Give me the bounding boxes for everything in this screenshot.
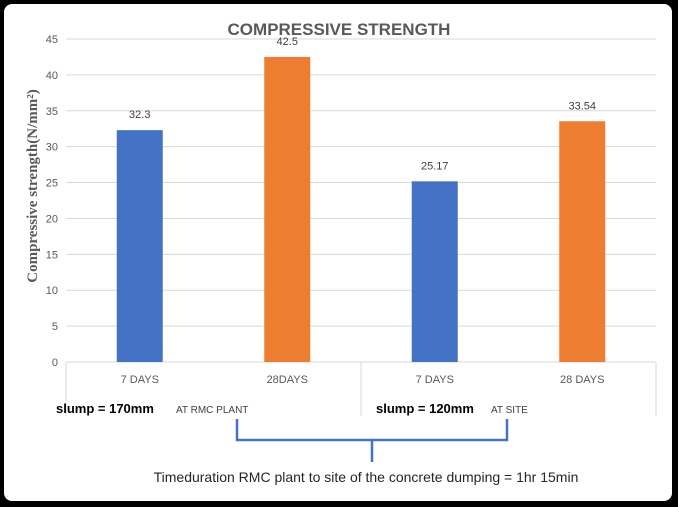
- y-tick-label: 10: [46, 285, 58, 297]
- category-label-4: 28 DAYS: [560, 374, 604, 386]
- compressive-strength-chart: 0 5 10 15 20 25 30 35 40 45 32.3 7 DAYS 42.5 28DAYS 25…: [25, 20, 657, 485]
- y-tick-label: 35: [46, 106, 58, 118]
- y-tick-label: 20: [46, 213, 58, 225]
- category-label-3: 7 DAYS: [416, 374, 454, 386]
- bar-1: [116, 130, 163, 362]
- y-axis-label: Compressive strength(N/mm²): [25, 89, 41, 283]
- y-tick-label: 40: [46, 70, 58, 82]
- category-label-1: 7 DAYS: [121, 374, 159, 386]
- grid-layer: [65, 38, 657, 416]
- chart-title: COMPRESSIVE STRENGTH: [228, 20, 451, 39]
- y-tick-label: 15: [46, 249, 58, 261]
- data-label-3: 25.17: [421, 160, 449, 172]
- group-2-slump: slump = 120mm: [376, 401, 474, 416]
- labels-layer: 0 5 10 15 20 25 30 35 40 45 32.3 7 DAYS 42.5 28DAYS 25…: [46, 34, 605, 386]
- bar-2: [264, 56, 311, 362]
- time-duration-annotation: Timeduration RMC plant to site of the co…: [154, 469, 579, 485]
- y-tick-label: 30: [46, 142, 58, 154]
- group-bracket: [235, 419, 509, 462]
- group-1-slump: slump = 170mm: [56, 401, 154, 416]
- bars-layer: [116, 56, 606, 363]
- y-tick-label: 0: [52, 357, 58, 369]
- category-label-2: 28DAYS: [267, 374, 308, 386]
- data-label-1: 32.3: [129, 109, 150, 121]
- y-tick-label: 5: [52, 321, 58, 333]
- bar-4: [559, 121, 606, 363]
- data-label-4: 33.54: [568, 100, 596, 112]
- y-tick-label: 25: [46, 178, 58, 190]
- data-label-2: 42.5: [277, 36, 298, 48]
- bar-3: [411, 181, 458, 362]
- group-2-location: AT SITE: [491, 405, 528, 416]
- chart-frame: 0 5 10 15 20 25 30 35 40 45 32.3 7 DAYS 42.5 28DAYS 25…: [4, 4, 672, 501]
- group-1-location: AT RMC PLANT: [176, 405, 248, 416]
- y-tick-label: 45: [46, 34, 58, 46]
